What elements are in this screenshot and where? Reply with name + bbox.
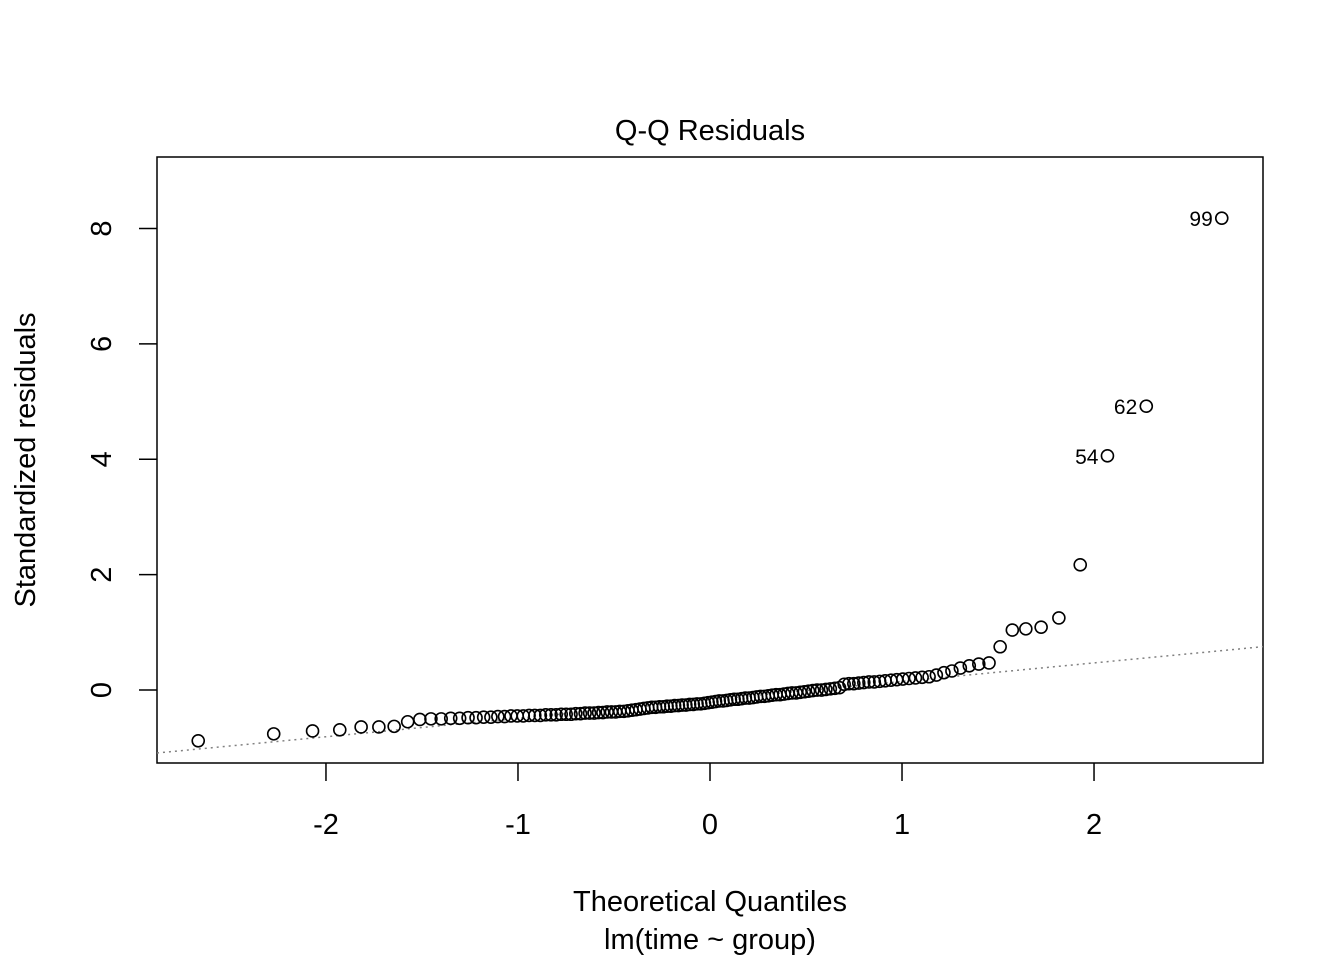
data-point [801, 684, 816, 698]
data-point [544, 708, 558, 722]
data-point [814, 683, 829, 697]
data-point [929, 668, 944, 682]
data-point [851, 676, 866, 690]
data-point [461, 710, 475, 725]
data-point [1019, 622, 1033, 636]
y-tick-label: 0 [86, 682, 118, 698]
data-point [533, 708, 548, 723]
x-tick-label: 1 [894, 809, 910, 841]
data-point [527, 708, 542, 723]
data-point [332, 723, 347, 737]
data-point [915, 670, 929, 685]
y-tick-label: 2 [86, 567, 118, 583]
point-label: 99 [1189, 208, 1212, 231]
data-point [922, 669, 936, 684]
data-point [424, 712, 438, 726]
data-point [1214, 211, 1229, 225]
x-tick-label: -2 [313, 809, 339, 841]
data-point [413, 712, 427, 727]
data-point [452, 711, 467, 726]
data-point [491, 709, 505, 724]
data-point [823, 682, 838, 696]
data-point [993, 639, 1007, 654]
data-point [573, 706, 588, 721]
data-point [578, 706, 592, 720]
data-point [682, 697, 697, 712]
x-axis-label: Theoretical Quantiles [573, 886, 847, 918]
x-axis-sublabel: lm(time ~ group) [604, 924, 816, 956]
data-point [469, 710, 483, 725]
data-point [1100, 449, 1115, 463]
data-point [867, 675, 882, 689]
data-point [953, 661, 968, 675]
x-tick-label: 2 [1086, 809, 1102, 841]
point-label: 54 [1075, 446, 1099, 469]
data-point [908, 671, 923, 685]
reference-line [156, 645, 1264, 754]
data-point [945, 664, 959, 678]
y-tick-label: 8 [86, 220, 118, 236]
data-point [434, 712, 448, 726]
data-point [443, 711, 458, 726]
data-point [372, 720, 386, 734]
data-point [387, 719, 401, 734]
x-tick-label: -1 [505, 809, 531, 841]
data-point [400, 714, 415, 729]
data-point [810, 683, 824, 697]
data-point [842, 676, 856, 691]
data-point [982, 656, 996, 670]
data-point [862, 675, 876, 689]
data-point [819, 682, 833, 697]
data-point [937, 665, 951, 680]
point-label: 62 [1114, 396, 1137, 419]
y-tick-label: 4 [86, 451, 118, 467]
data-point [1005, 623, 1020, 637]
x-tick-label: 0 [702, 809, 718, 841]
data-point [476, 710, 491, 724]
data-point [962, 658, 977, 673]
data-point [793, 685, 808, 700]
data-point [266, 727, 281, 741]
data-point [484, 710, 498, 724]
data-point [857, 675, 871, 690]
data-point [1139, 399, 1154, 414]
chart-title: Q-Q Residuals [615, 115, 805, 147]
data-point [1034, 620, 1048, 634]
data-point [806, 683, 820, 698]
data-point [1073, 558, 1088, 572]
data-point [538, 708, 553, 722]
data-point [559, 707, 573, 722]
data-point [1052, 611, 1066, 625]
data-point [354, 720, 368, 734]
data-point [797, 684, 812, 699]
data-point [549, 708, 563, 722]
y-tick-label: 6 [86, 336, 118, 352]
data-point [847, 676, 861, 691]
y-axis-label: Standardized residuals [10, 312, 42, 607]
data-point [305, 724, 320, 738]
data-point [591, 705, 606, 720]
data-point [569, 706, 583, 721]
data-point [564, 707, 578, 722]
data-point [582, 706, 597, 720]
data-point [837, 677, 851, 692]
data-point [972, 657, 986, 671]
data-point [587, 706, 601, 720]
data-point [902, 671, 916, 686]
data-point [191, 733, 206, 748]
data-point [554, 707, 569, 722]
